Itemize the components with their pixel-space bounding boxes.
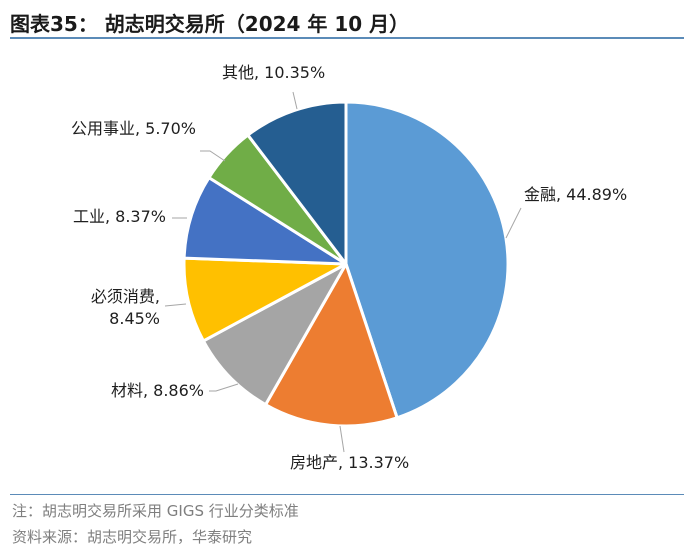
pie-slices bbox=[182, 100, 510, 428]
leader-line-6 bbox=[292, 91, 298, 110]
pie-slice-1 bbox=[264, 262, 399, 428]
chart-title: 图表35： 胡志明交易所（2024 年 10 月） bbox=[10, 12, 410, 36]
leader-line-5 bbox=[200, 150, 226, 162]
leader-lines bbox=[164, 91, 522, 453]
footnote-note: 注：胡志明交易所采用 GIGS 行业分类标准 bbox=[12, 502, 299, 520]
slice-label-6: 其他, 10.35% bbox=[222, 63, 325, 82]
pie-slice-2 bbox=[201, 262, 348, 407]
pie-slice-6 bbox=[246, 100, 348, 266]
leader-line-1 bbox=[339, 425, 345, 453]
footer-divider bbox=[10, 494, 684, 495]
pie-slice-4 bbox=[182, 176, 348, 266]
slice-labels: 金融, 44.89% 房地产, 13.37% 材料, 8.86% 必须消费, 8.45%… bbox=[71, 63, 627, 472]
leader-line-2 bbox=[209, 383, 239, 392]
slice-label-0: 金融, 44.89% bbox=[524, 185, 627, 204]
slice-label-4: 工业, 8.37% bbox=[73, 207, 166, 226]
leader-line-0 bbox=[505, 207, 522, 239]
slice-label-2: 材料, 8.86% bbox=[111, 381, 204, 400]
slice-label-5: 公用事业, 5.70% bbox=[71, 119, 196, 138]
leader-line-3 bbox=[164, 303, 187, 307]
title-divider bbox=[10, 37, 684, 39]
slice-label-1: 房地产, 13.37% bbox=[290, 453, 409, 472]
pie-slice-0 bbox=[344, 100, 510, 420]
slice-label-3: 必须消费, 8.45% bbox=[91, 287, 160, 328]
pie-slice-3 bbox=[182, 256, 348, 343]
footnote-source: 资料来源：胡志明交易所，华泰研究 bbox=[12, 528, 253, 546]
